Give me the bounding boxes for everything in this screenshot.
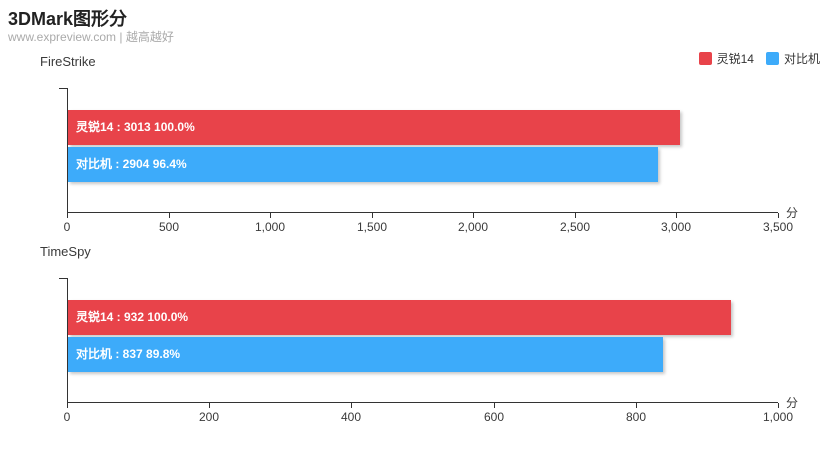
legend-swatch-icon — [765, 52, 779, 65]
legend-label: 灵锐14 — [716, 52, 754, 66]
bar-灵锐14: 灵锐14 : 3013 100.0% — [68, 110, 680, 145]
bar-value-label: 对比机 : 2904 96.4% — [76, 157, 187, 171]
x-axis-tick — [575, 213, 576, 218]
legend: 灵锐14 对比机 — [698, 50, 820, 67]
chart-title: FireStrike — [40, 54, 96, 69]
bar-value-label: 对比机 : 837 89.8% — [76, 347, 181, 361]
chart-title: TimeSpy — [40, 244, 91, 259]
x-axis-tick-label: 200 — [198, 410, 220, 424]
x-axis-tick — [636, 403, 637, 408]
x-axis-tick-label: 2,000 — [457, 220, 489, 234]
x-axis-tick-label: 1,000 — [254, 220, 286, 234]
x-axis-tick — [270, 213, 271, 218]
y-axis-tick — [59, 88, 68, 89]
x-axis-tick-label: 500 — [158, 220, 180, 234]
legend-label: 对比机 — [783, 52, 820, 66]
x-axis-tick-label: 1,000 — [762, 410, 794, 424]
bar-chart-firestrike: FireStrike 灵锐14 : 3013 100.0% 对比机 : 2904 9… — [0, 46, 837, 238]
x-axis-tick-label: 3,500 — [762, 220, 794, 234]
bar-chart-timespy: TimeSpy 灵锐14 : 932 100.0% 对比机 : 837 89.8% 0… — [0, 236, 837, 428]
x-axis-tick-label: 0 — [63, 220, 71, 234]
x-axis-tick-label: 0 — [63, 410, 71, 424]
x-axis-tick — [676, 213, 677, 218]
x-axis-tick-label: 1,500 — [356, 220, 388, 234]
x-axis-tick-label: 2,500 — [559, 220, 591, 234]
bar-value-label: 灵锐14 : 3013 100.0% — [76, 120, 195, 134]
bar-灵锐14: 灵锐14 : 932 100.0% — [68, 300, 731, 335]
x-axis-tick — [169, 213, 170, 218]
x-axis-tick-label: 400 — [340, 410, 362, 424]
plot-area: 灵锐14 : 3013 100.0% 对比机 : 2904 96.4% — [59, 88, 778, 213]
bar-value-label: 灵锐14 : 932 100.0% — [76, 310, 189, 324]
legend-swatch-icon — [698, 52, 712, 65]
x-axis-tick — [778, 403, 779, 408]
bar-对比机: 对比机 : 837 89.8% — [68, 337, 663, 372]
x-axis-tick-label: 800 — [625, 410, 647, 424]
legend-item-对比机[interactable]: 对比机 — [765, 50, 820, 67]
x-axis-tick — [67, 403, 68, 408]
page-title: 3DMark图形分 — [8, 9, 128, 29]
x-axis-tick — [67, 213, 68, 218]
x-axis-tick — [494, 403, 495, 408]
x-axis-unit-label: 分 — [786, 396, 799, 410]
x-axis-tick — [778, 213, 779, 218]
plot-area: 灵锐14 : 932 100.0% 对比机 : 837 89.8% — [59, 278, 778, 403]
x-axis-tick — [209, 403, 210, 408]
x-axis-tick — [473, 213, 474, 218]
legend-item-灵锐14[interactable]: 灵锐14 — [698, 50, 754, 67]
x-axis-tick — [351, 403, 352, 408]
y-axis-tick — [59, 278, 68, 279]
x-axis-tick-label: 600 — [483, 410, 505, 424]
x-axis-unit-label: 分 — [786, 206, 799, 220]
x-axis-tick — [372, 213, 373, 218]
x-axis-tick-label: 3,000 — [660, 220, 692, 234]
bar-对比机: 对比机 : 2904 96.4% — [68, 147, 658, 182]
page-subtitle: www.expreview.com | 越高越好 — [8, 30, 174, 44]
